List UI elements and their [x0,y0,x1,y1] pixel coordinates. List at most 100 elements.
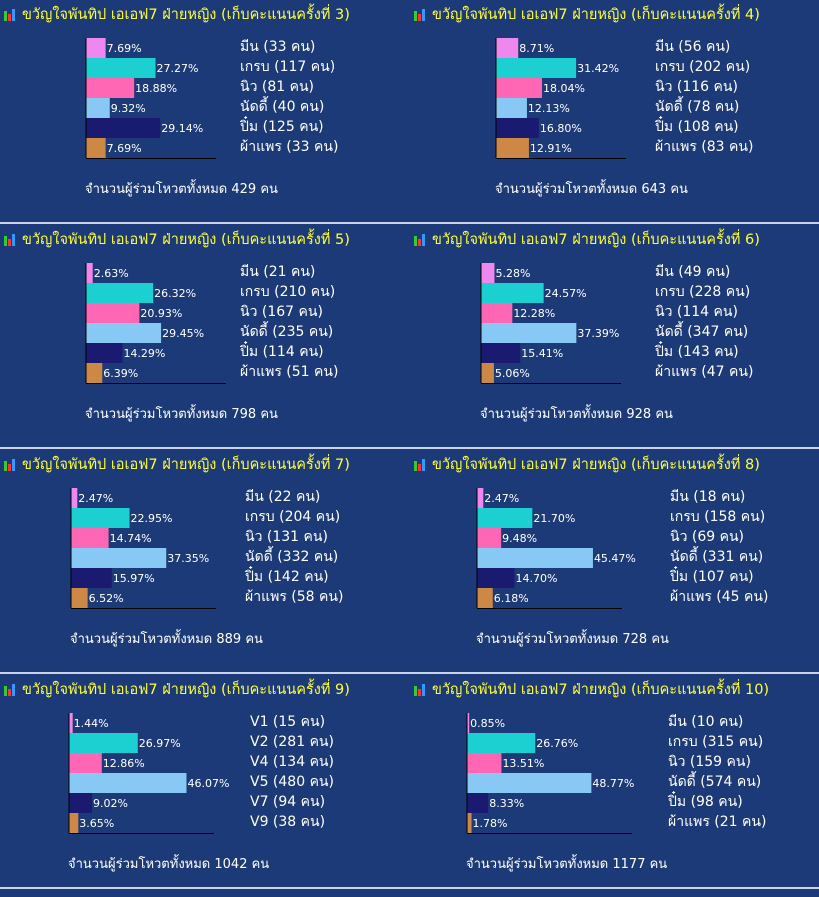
legend-entry: ปิ๋ม (143 คน) [655,344,739,360]
bar [69,793,93,813]
chart-title: ขวัญใจพันทิป เอเอฟ7 ฝ่ายหญิง (เก็บคะแนนค… [4,228,350,251]
legend-entry: มีน (10 คน) [668,714,744,730]
bar-value-label: 22.95% [131,512,173,525]
bar-value-label: 3.65% [79,817,114,830]
bar-value-label: 13.51% [502,757,544,770]
legend-entry: มีน (33 คน) [240,39,316,55]
bar [477,488,484,508]
bar-chart: 0.85% 26.76% 13.51% 48.77% 8.33% 1.78% [466,713,634,834]
chart-title-text: ขวัญใจพันทิป เอเอฟ7 ฝ่ายหญิง (เก็บคะแนนค… [22,457,350,473]
bar-value-label: 14.29% [123,347,165,360]
chart-title-text: ขวัญใจพันทิป เอเอฟ7 ฝ่ายหญิง (เก็บคะแนนค… [432,7,760,23]
bar-value-label: 15.97% [113,572,155,585]
row-separator [0,222,819,224]
bar-value-label: 12.91% [530,142,572,155]
bar-value-label: 48.77% [592,777,634,790]
poll-panel: ขวัญใจพันทิป เอเอฟ7 ฝ่ายหญิง (เก็บคะแนนค… [0,675,410,897]
bar-chart-icon [4,683,16,696]
legend-entry: ปิ๋ม (114 คน) [240,344,324,360]
total-voters: จำนวนผู้ร่วมโหวตทั้งหมด 1177 คน [466,857,668,872]
legend-entry: นัดดี้ (332 คน) [245,549,339,565]
bar [86,263,93,283]
bar [467,813,472,833]
bar-value-label: 20.93% [140,307,182,320]
legend-entry: นิว (159 คน) [668,754,751,770]
bar [86,283,154,303]
chart-title-text: ขวัญใจพันทิป เอเอฟ7 ฝ่ายหญิง (เก็บคะแนนค… [432,682,770,698]
bar [69,753,102,773]
poll-panel: ขวัญใจพันทิป เอเอฟ7 ฝ่ายหญิง (เก็บคะแนนค… [410,450,819,672]
bar-value-label: 29.45% [162,327,204,340]
bar [467,733,536,753]
legend-entry: เกรบ (210 คน) [240,284,336,300]
legend: มีน (22 คน) เกรบ (204 คน) นิว (131 คน) นัดด… [245,487,343,607]
legend-entry: ผ้าแพร (47 คน) [655,364,754,380]
legend-entry: V1 (15 คน) [250,714,326,730]
legend-entry: ผ้าแพร (21 คน) [668,814,767,830]
bar [86,363,103,383]
legend-entry: มีน (56 คน) [655,39,731,55]
chart-title-text: ขวัญใจพันทิป เอเอฟ7 ฝ่ายหญิง (เก็บคะแนนค… [432,232,760,248]
legend-entry: V7 (94 คน) [250,794,326,810]
bar [86,98,110,118]
bar [481,263,495,283]
bar [86,138,106,158]
bar-chart: 2.47% 22.95% 14.74% 37.35% 15.97% 6.52% [70,488,216,609]
poll-panel: ขวัญใจพันทิป เอเอฟ7 ฝ่ายหญิง (เก็บคะแนนค… [410,225,819,447]
legend-entry: ปิ๋ม (142 คน) [245,569,329,585]
bar-value-label: 37.35% [167,552,209,565]
bar-value-label: 26.32% [154,287,196,300]
legend-entry: มีน (22 คน) [245,489,321,505]
bar [481,303,513,323]
bar [467,753,502,773]
bar-value-label: 46.07% [187,777,229,790]
total-voters: จำนวนผู้ร่วมโหวตทั้งหมด 643 คน [495,182,688,197]
row-separator [0,447,819,449]
bar-value-label: 5.28% [495,267,530,280]
bar [481,343,521,363]
bar [467,793,489,813]
legend-entry: เกรบ (228 คน) [655,284,751,300]
chart-title-text: ขวัญใจพันทิป เอเอฟ7 ฝ่ายหญิง (เก็บคะแนนค… [432,457,760,473]
bar-value-label: 0.85% [470,717,505,730]
total-voters: จำนวนผู้ร่วมโหวตทั้งหมด 928 คน [480,407,673,422]
bar-value-label: 37.39% [577,327,619,340]
bar [481,283,544,303]
bar-chart: 2.63% 26.32% 20.93% 29.45% 14.29% 6.39% [85,263,226,384]
total-voters: จำนวนผู้ร่วมโหวตทั้งหมด 728 คน [476,632,669,647]
bar [496,78,543,98]
legend-entry: เกรบ (117 คน) [240,59,336,75]
bar-value-label: 27.27% [157,62,199,75]
bar-value-label: 18.04% [543,82,585,95]
bar-value-label: 12.28% [513,307,555,320]
bar-value-label: 12.13% [528,102,570,115]
legend-entry: นัดดี้ (78 คน) [655,99,740,115]
bar-value-label: 29.14% [161,122,203,135]
bar-value-label: 24.57% [545,287,587,300]
legend: มีน (18 คน) เกรบ (158 คน) นิว (69 คน) นัดดี… [670,487,768,607]
bar-value-label: 26.76% [536,737,578,750]
bar-chart-icon [4,458,16,471]
total-voters: จำนวนผู้ร่วมโหวตทั้งหมด 1042 คน [68,857,270,872]
bar [71,548,167,568]
total-voters: จำนวนผู้ร่วมโหวตทั้งหมด 798 คน [85,407,278,422]
legend-entry: ปิ๋ม (125 คน) [240,119,324,135]
poll-panel: ขวัญใจพันทิป เอเอฟ7 ฝ่ายหญิง (เก็บคะแนนค… [410,0,819,222]
legend-entry: มีน (21 คน) [240,264,316,280]
bar-chart: 5.28% 24.57% 12.28% 37.39% 15.41% 5.06% [480,263,621,384]
bar-value-label: 9.48% [502,532,537,545]
legend: มีน (56 คน) เกรบ (202 คน) นิว (116 คน) นัดด… [655,37,753,157]
bar-value-label: 7.69% [107,142,142,155]
bar [477,508,533,528]
bar [481,323,577,343]
legend-entry: ผ้าแพร (33 คน) [240,139,339,155]
bar-value-label: 45.47% [594,552,636,565]
bar-value-label: 2.47% [484,492,519,505]
bar-value-label: 6.18% [494,592,529,605]
bar-value-label: 12.86% [103,757,145,770]
bar [69,733,138,753]
row-separator [0,672,819,674]
bar-value-label: 8.33% [489,797,524,810]
bar [86,343,123,363]
bar [69,813,79,833]
